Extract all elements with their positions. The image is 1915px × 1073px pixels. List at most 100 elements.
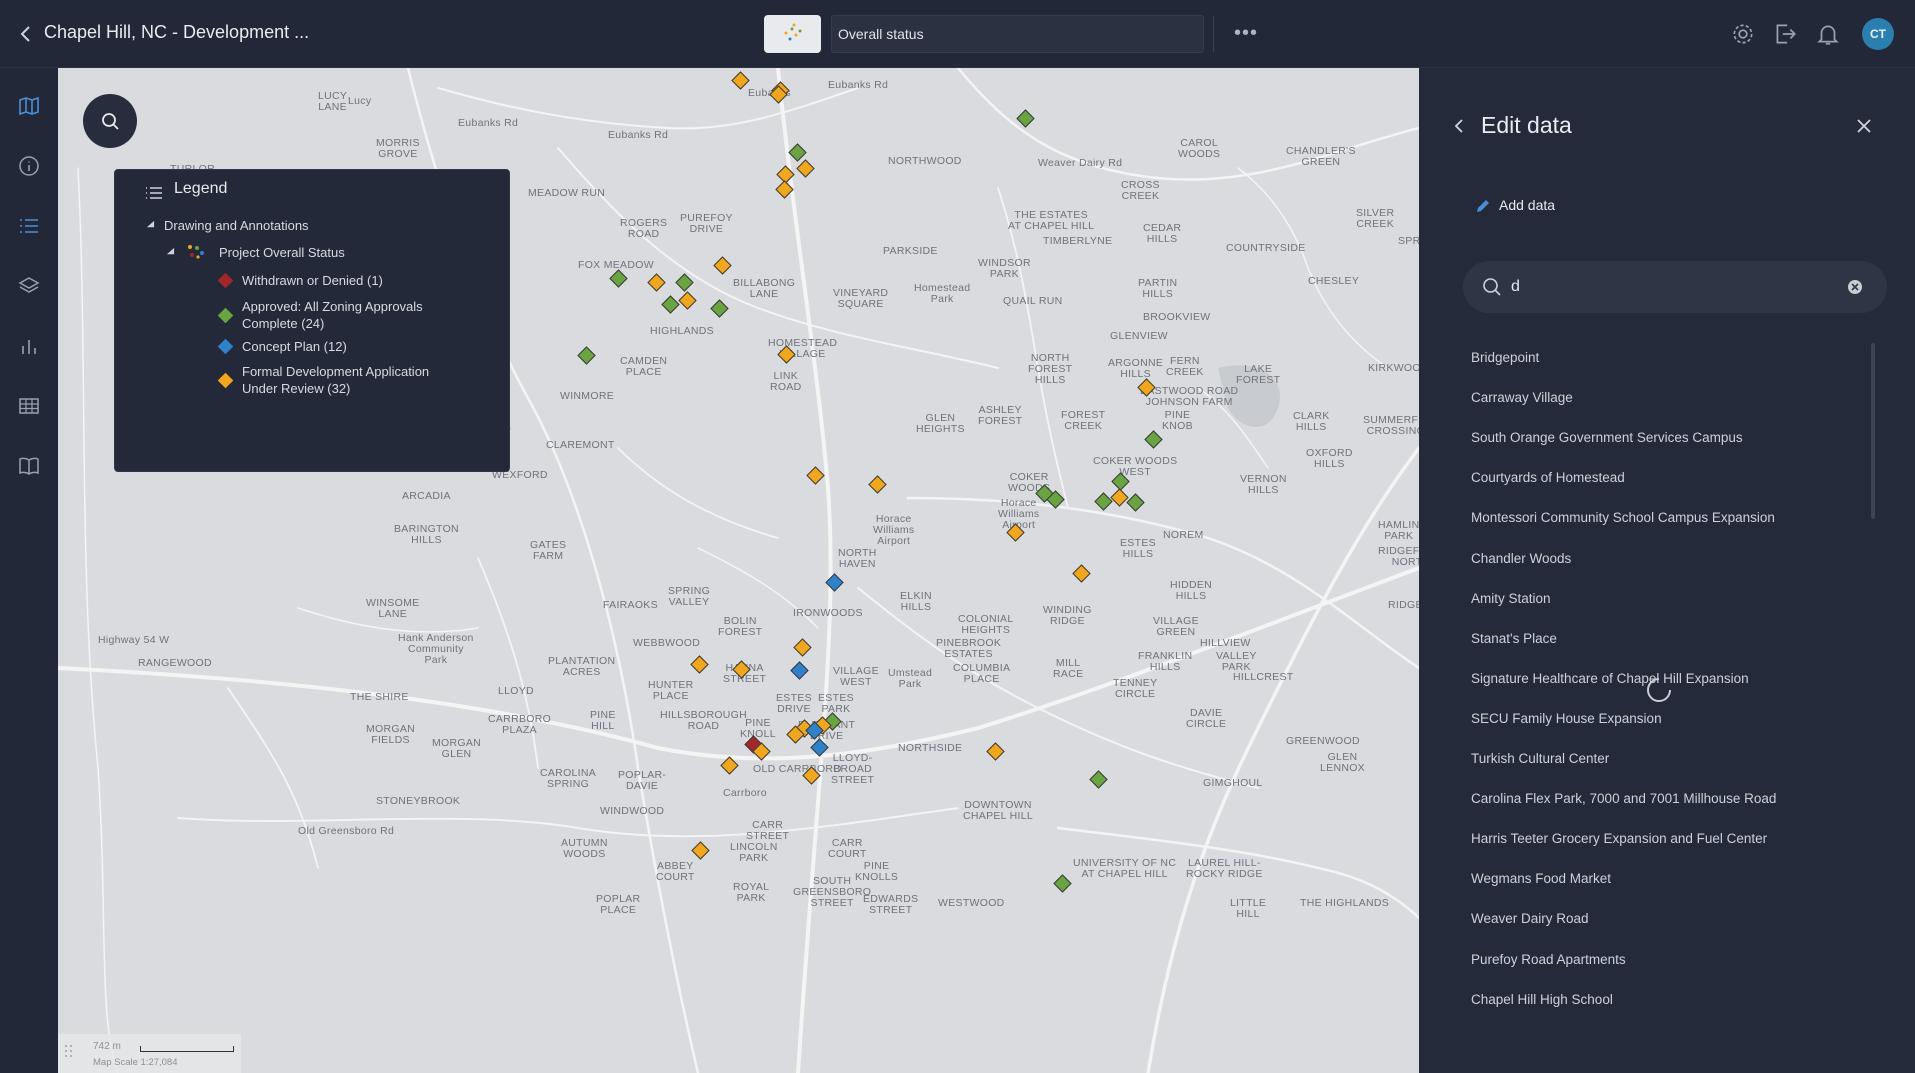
data-list-item[interactable]: Stanat's Place [1471, 630, 1557, 646]
map-place-label: CHESLEY [1308, 275, 1360, 287]
table-icon[interactable] [17, 394, 41, 418]
clear-search-icon[interactable] [1847, 279, 1863, 295]
map-place-label: ELKIN HILLS [900, 590, 932, 613]
data-list-item[interactable]: Weaver Dairy Road [1471, 911, 1589, 927]
map-place-label: HUNTER PLACE [648, 679, 694, 702]
data-list-item[interactable]: Bridgepoint [1471, 350, 1540, 365]
pencil-icon [1477, 200, 1489, 212]
panel-scrollbar[interactable] [1871, 343, 1875, 519]
toolbar-divider [1213, 16, 1214, 52]
add-data-button[interactable]: Add data [1471, 197, 1555, 213]
legend-panel: Legend Drawing and Annotations Project O… [114, 169, 510, 472]
layers-icon[interactable] [17, 274, 41, 298]
map-place-label: UNIVERSITY OF NC AT CHAPEL HILL [1073, 857, 1177, 880]
map-place-label: CARRBORO PLAZA [488, 713, 552, 736]
legend-item-formal: Formal Development Application [242, 364, 430, 379]
map-place-label: CHANDLER'S GREEN [1286, 145, 1356, 168]
map-place-label: WINDSOR PARK [978, 257, 1031, 280]
map-place-label: LITTLE HILL [1230, 897, 1267, 920]
collapse-triangle-icon[interactable] [166, 247, 175, 256]
map-place-label: THE ESTATES AT CHAPEL HILL [1008, 209, 1095, 232]
map-place-label: ESTES HILLS [1120, 537, 1156, 560]
map-place-label: LLOYD- BROAD STREET [831, 752, 875, 786]
back-arrow-icon[interactable] [14, 22, 38, 46]
data-list-item[interactable]: Wegmans Food Market [1471, 871, 1612, 887]
map-place-label: ARCADIA [402, 490, 451, 502]
map-place-label: GLEN LENNOX [1320, 751, 1365, 774]
map-place-label: AUTUMN WOODS [561, 837, 608, 860]
legend-item-concept: Concept Plan (12) [242, 339, 347, 354]
share-exit-icon[interactable] [1772, 21, 1798, 47]
data-list-item[interactable]: Courtyards of Homestead [1471, 470, 1625, 486]
map-place-label: Homestead Park [914, 282, 971, 305]
bell-icon[interactable] [1815, 21, 1841, 47]
data-list-item[interactable]: Chapel Hill High School [1471, 991, 1613, 1007]
map-place-label: SILVER CREEK [1356, 207, 1395, 230]
legend-layer-label: Project Overall Status [219, 245, 345, 260]
gear-icon[interactable] [1730, 21, 1756, 47]
map-place-label: SUMMERFIE CROSSING [1363, 414, 1419, 437]
map-place-label: GIMGHOUL [1203, 777, 1263, 789]
map-place-label: SOUTH GREENSBORO STREET [793, 875, 872, 909]
data-list-item[interactable]: Chandler Woods [1471, 550, 1572, 566]
map-place-label: ABBEY COURT [656, 860, 695, 883]
data-list-item[interactable]: Amity Station [1471, 590, 1551, 606]
search-input[interactable] [1511, 273, 1811, 301]
map-place-label: Eubanks Rd [608, 129, 669, 141]
map-place-label: LUCY LANE [318, 90, 348, 113]
map-icon[interactable] [17, 94, 41, 118]
map-place-label: CAROL WOODS [1178, 137, 1221, 160]
data-list-item[interactable]: Montessori Community School Campus Expan… [1471, 510, 1775, 526]
data-list-item[interactable]: SECU Family House Expansion [1471, 710, 1662, 726]
list-icon[interactable] [17, 214, 41, 238]
data-list-item[interactable]: Carraway Village [1471, 390, 1573, 406]
map-place-label: FRANKLIN HILLS [1138, 650, 1193, 673]
map-place-label: Carrboro [723, 787, 767, 799]
data-list-item[interactable]: Turkish Cultural Center [1471, 751, 1610, 766]
map-place-label: CARR STREET [746, 819, 790, 842]
map-place-label: KIRKWOOD [1368, 362, 1419, 374]
map-place-label: RIDGEFIEL [1388, 599, 1419, 611]
map-place-label: VILLAGE GREEN [1153, 615, 1199, 638]
data-list-item[interactable]: Signature Healthcare of Chapel Hill Expa… [1471, 670, 1749, 686]
close-icon[interactable] [1855, 117, 1873, 135]
map-place-label: CEDAR HILLS [1143, 222, 1182, 245]
map-place-label: ARGONNE HILLS [1108, 357, 1164, 380]
map-place-label: WINMORE [560, 390, 615, 402]
collapse-triangle-icon[interactable] [146, 220, 155, 229]
legend-swatch-withdrawn [217, 272, 234, 289]
data-list-item[interactable]: Harris Teeter Grocery Expansion and Fuel… [1471, 831, 1768, 847]
map-thumbnail-icon [784, 23, 802, 41]
panel-back-icon[interactable] [1449, 116, 1469, 136]
data-list: Bridgepoint Carraway Village South Orange … [1419, 338, 1889, 1030]
data-list-item[interactable]: Purefoy Road Apartments [1471, 951, 1626, 967]
legend-group-label: Drawing and Annotations [164, 218, 309, 233]
map-place-label: ESTES PARK [818, 692, 854, 715]
map-place-label: COKER WOODS WEST [1093, 455, 1178, 478]
search-box[interactable] [1463, 261, 1887, 313]
data-list-item[interactable]: Carolina Flex Park, 7000 and 7001 Millho… [1471, 791, 1777, 807]
drag-handle-icon[interactable] [64, 1044, 74, 1060]
scale-text: Map Scale 1:27,084 [93, 1057, 178, 1068]
overall-status-select[interactable]: Overall status [831, 15, 1204, 53]
map-thumbnail[interactable] [764, 15, 821, 53]
more-options-button[interactable]: ••• [1234, 22, 1259, 44]
map-place-label: SPRING VALLEY [668, 585, 711, 608]
user-avatar[interactable]: CT [1862, 18, 1894, 50]
map-place-label: ROGERS ROAD [620, 217, 668, 240]
map-place-label: LAUREL HILL- ROCKY RIDGE [1186, 857, 1263, 880]
map-place-label: FAIRAOKS [603, 599, 658, 611]
map-place-label: EDWARDS STREET [863, 893, 919, 916]
chart-icon[interactable] [17, 334, 41, 358]
map-place-label: PARKSIDE [883, 245, 938, 257]
map-place-label: Eubanks Rd [458, 117, 519, 129]
map-place-label: WESTWOOD [938, 897, 1005, 909]
map-search-button[interactable] [83, 94, 137, 148]
data-list-item[interactable]: South Orange Government Services Campus [1471, 430, 1743, 446]
legend-item-formal-line2: Under Review (32) [242, 381, 351, 396]
map-place-label: PINE KNOB [1162, 409, 1193, 432]
info-icon[interactable] [17, 154, 41, 178]
map-place-label: LINCOLN PARK [730, 841, 778, 864]
book-icon[interactable] [17, 454, 41, 478]
